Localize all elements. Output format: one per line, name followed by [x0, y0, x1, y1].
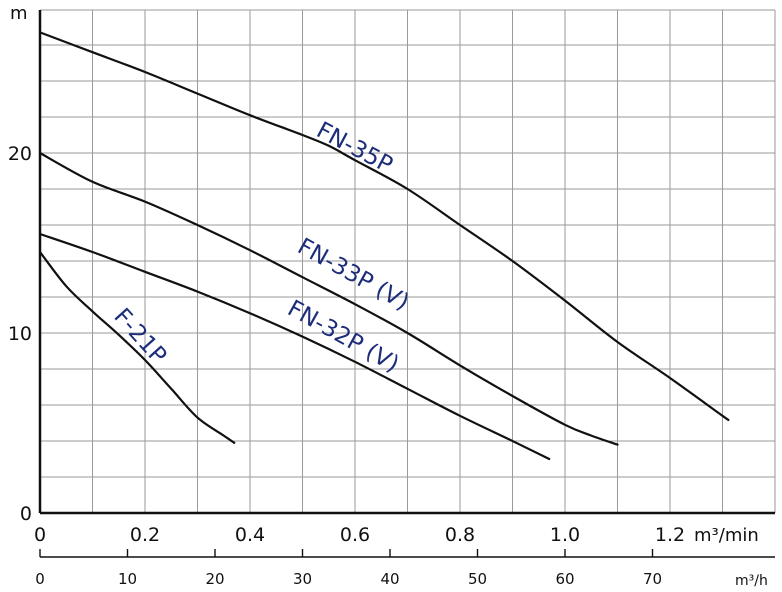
x-tick-label: 0 [34, 524, 46, 546]
curve-fn-35p [38, 31, 730, 422]
y-axis-label: m [10, 3, 28, 24]
x2-tick-label: 60 [555, 570, 574, 588]
label-f-21p: F-21P [109, 304, 172, 370]
x2-tick-label: 30 [293, 570, 312, 588]
y-tick-label: 20 [8, 143, 32, 165]
curves [38, 31, 730, 461]
label-fn-35p: FN-35P [312, 117, 397, 178]
curve-f-21p [38, 250, 236, 444]
x-tick-label: 1.0 [550, 524, 580, 546]
grid [40, 9, 776, 513]
x-tick-label: 0.6 [340, 524, 370, 546]
x2-tick-label: 0 [35, 570, 45, 588]
y-tick-label: 10 [8, 323, 32, 345]
x2-tick-label: 20 [205, 570, 224, 588]
x2-tick-label: 50 [468, 570, 487, 588]
curve-fn-32p-v [38, 232, 551, 461]
x-tick-label: 0.2 [130, 524, 160, 546]
y-tick-label: 0 [20, 503, 32, 525]
curve-fn-33p-v [38, 151, 619, 446]
x2-tick-labels: 0 10 20 30 40 50 60 70 [35, 549, 662, 588]
x2-axis-label: m³/h [735, 573, 768, 589]
x-tick-label: 0.8 [445, 524, 475, 546]
x-tick-label: 1.2 [655, 524, 685, 546]
x2-tick-label: 40 [380, 570, 399, 588]
x2-tick-label: 70 [643, 570, 662, 588]
x-tick-label: 0.4 [235, 524, 265, 546]
x2-tick-label: 10 [118, 570, 137, 588]
tick-labels: 0 10 20 0 0.2 0.4 0.6 0.8 1.0 1.2 [8, 143, 685, 546]
x-axis-label: m³/min [694, 525, 759, 546]
